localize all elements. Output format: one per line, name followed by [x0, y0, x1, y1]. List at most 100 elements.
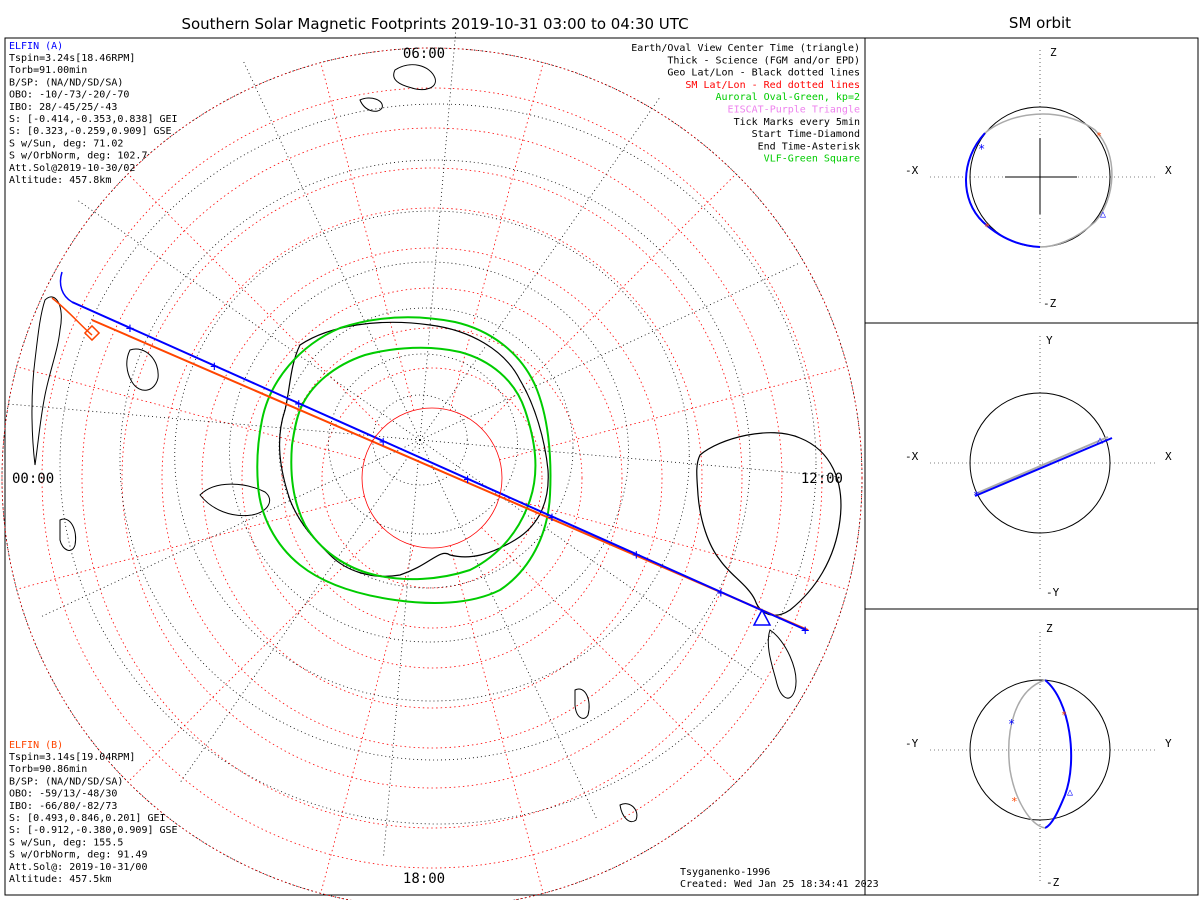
elfin-a-track	[71, 301, 807, 631]
elfin-a-track-start	[59, 271, 73, 303]
svg-text:*: *	[978, 142, 985, 156]
elfin-b-info-line: S w/OrbNorm, deg: 91.49	[9, 850, 147, 861]
elfin-a-tick: +	[126, 321, 134, 337]
sm-lat-circle	[241, 287, 623, 669]
geo-lon-line	[419, 439, 839, 478]
panel1-top-label: Z	[1050, 46, 1057, 59]
elfin-b-info-line: S: [-0.912,-0.380,0.909] GSE	[9, 825, 178, 836]
legend: Earth/Oval View Center Time (triangle)Th…	[631, 43, 860, 165]
elfin-a-lines: Tspin=3.24s[18.46RPM]Torb=91.00minB/SP: …	[9, 53, 178, 186]
legend-entry: Start Time-Diamond	[752, 129, 860, 140]
svg-text:*: *	[1061, 710, 1067, 721]
geo-lon-line	[382, 439, 421, 859]
legend-entry: EISCAT-Purple Triangle	[728, 105, 860, 116]
elfin-a-info-line: S: [0.323,-0.259,0.909] GSE	[9, 126, 172, 137]
elfin-a-info-line: Altitude: 457.8km	[9, 175, 111, 186]
auroral-ovals	[256, 316, 552, 604]
elfin-a-info-line: B/SP: (NA/ND/SD/SA)	[9, 77, 123, 88]
orbit-frame	[864, 37, 1199, 896]
sm-lat-circle	[41, 87, 823, 869]
geo-lat-circle	[328, 353, 518, 535]
elfin-a-tick: +	[210, 359, 218, 375]
elfin-b-info-line: S: [0.493,0.846,0.201] GEI	[9, 813, 166, 824]
legend-entry: Geo Lat/Lon - Black dotted lines	[667, 68, 860, 79]
sm-lon-line	[499, 366, 848, 461]
elfin-a-name: ELFIN (A)	[9, 41, 63, 52]
elfin-a-tick: +	[463, 472, 471, 488]
geo-lon-line	[419, 262, 801, 441]
sm-lon-line	[320, 545, 415, 894]
elfin-a-tick: +	[632, 548, 640, 564]
elfin-b-info: ELFIN (B) Tspin=3.14s[19.04RPM]Torb=90.8…	[9, 740, 178, 885]
elfin-a-info-line: Att.Sol@2019-10-30/02	[9, 163, 135, 174]
mlt-label-right: 12:00	[801, 471, 843, 487]
elfin-a-tick: +	[801, 623, 809, 639]
sm-lon-line	[16, 366, 365, 461]
svg-text:△: △	[1097, 435, 1103, 446]
sm-lon-line	[449, 62, 544, 411]
panel3-top-label: Z	[1046, 622, 1053, 635]
model-credit: Tsyganenko-1996	[680, 867, 770, 878]
elfin-a-info-line: S w/Sun, deg: 71.02	[9, 138, 123, 149]
sm-lon-line	[320, 62, 415, 411]
elfin-b-info-line: IBO: -66/80/-82/73	[9, 801, 117, 812]
legend-entry: VLF-Green Square	[764, 154, 860, 165]
sm-lon-line	[481, 173, 737, 429]
panel1-right-label: X	[1165, 164, 1172, 177]
sm-lon-line	[449, 545, 544, 894]
panel2-right-label: X	[1165, 450, 1172, 463]
sm-lat-circle	[1, 47, 863, 900]
sm-lat-circle	[161, 207, 703, 749]
geo-lat-circle	[119, 159, 751, 761]
elfin-b-info-line: Att.Sol@: 2019-10-31/00	[9, 862, 147, 873]
sm-lat-circle	[281, 327, 583, 629]
sm-orbit-title: SM orbit	[1009, 14, 1071, 32]
satellite-tracks: + + + + + + + + +	[51, 271, 809, 639]
sm-lon-line	[481, 527, 737, 783]
elfin-a-info-line: IBO: 28/-45/25/-43	[9, 102, 117, 113]
sm-lon-line	[16, 495, 365, 590]
geo-lat-circle	[174, 210, 690, 702]
svg-text:△: △	[1067, 787, 1073, 798]
mlt-label-left: 00:00	[12, 471, 54, 487]
elfin-a-info-line: Torb=91.00min	[9, 65, 87, 76]
elfin-b-lines: Tspin=3.14s[19.04RPM]Torb=90.86minB/SP: …	[9, 752, 178, 885]
geo-lat-circle	[278, 307, 574, 589]
elfin-b-info-line: B/SP: (NA/ND/SD/SA)	[9, 776, 123, 787]
sm-lon-line	[127, 173, 383, 429]
legend-entry: End Time-Asterisk	[758, 141, 860, 152]
auroral-oval-inner	[290, 346, 537, 581]
svg-text:*: *	[1096, 131, 1102, 142]
elfin-a-info-line: Tspin=3.24s[18.46RPM]	[9, 53, 135, 64]
svg-text:△: △	[1100, 209, 1106, 220]
geo-lat-circle	[229, 261, 629, 643]
svg-text:*: *	[1011, 795, 1018, 808]
geo-lon-line	[242, 59, 421, 441]
legend-entry: Tick Marks every 5min	[734, 117, 860, 128]
orbit-panel-xy: Y -Y -X X * △	[905, 334, 1172, 599]
sm-polar-circle	[361, 407, 503, 549]
sm-lat-circle	[121, 167, 743, 789]
elfin-b-info-line: Tspin=3.14s[19.04RPM]	[9, 752, 135, 763]
elfin-a-tick: +	[295, 397, 303, 413]
legend-entry: Auroral Oval-Green, kp=2	[716, 92, 861, 103]
mlt-label-top: 06:00	[403, 46, 445, 62]
geo-lat-circle	[59, 103, 817, 825]
panel2-top-label: Y	[1046, 334, 1053, 347]
geo-grid	[1, 21, 839, 859]
geo-lon-line	[419, 95, 662, 441]
elfin-a-tick: +	[379, 434, 387, 450]
panel3-left-label: -Y	[905, 737, 919, 750]
legend-entry: SM Lat/Lon - Red dotted lines	[685, 80, 860, 91]
panel1-bottom-label: -Z	[1043, 297, 1057, 310]
legend-entry: Thick - Science (FGM and/or EPD)	[667, 55, 860, 66]
svg-text:*: *	[984, 222, 990, 233]
panel3-bottom-label: -Z	[1046, 876, 1060, 889]
sm-grid	[1, 47, 863, 900]
legend-entry: Earth/Oval View Center Time (triangle)	[631, 43, 860, 54]
mlt-label-bottom: 18:00	[403, 871, 445, 887]
panel3-right-label: Y	[1165, 737, 1172, 750]
elfin-a-info-line: S w/OrbNorm, deg: 102.7	[9, 151, 147, 162]
elfin-b-info-line: S w/Sun, deg: 155.5	[9, 837, 123, 848]
map-boundary-circle	[1, 47, 863, 900]
